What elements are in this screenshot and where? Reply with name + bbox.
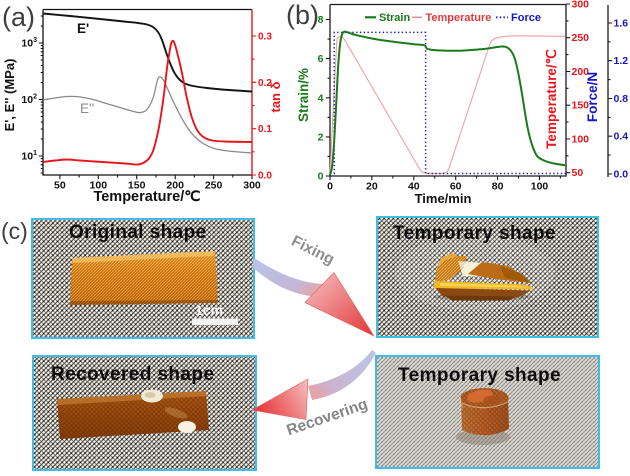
svg-text:50: 50 <box>572 167 584 179</box>
svg-text:300: 300 <box>243 180 261 192</box>
svg-text:80: 80 <box>492 181 504 193</box>
svg-text:0: 0 <box>318 171 324 183</box>
svg-text:60: 60 <box>450 181 462 193</box>
svg-text:6: 6 <box>318 53 324 65</box>
svg-text:Temperature/℃: Temperature/℃ <box>544 48 559 149</box>
svg-text:Temperature/℃: Temperature/℃ <box>93 189 201 205</box>
svg-text:20: 20 <box>366 181 378 193</box>
svg-text:0.2: 0.2 <box>258 78 272 89</box>
svg-text:40: 40 <box>408 181 420 193</box>
svg-text:E', E'' (MPa): E', E'' (MPa) <box>2 59 17 132</box>
svg-text:250: 250 <box>205 180 223 192</box>
svg-text:E'': E'' <box>80 101 94 116</box>
svg-text:Strain/%: Strain/% <box>296 68 311 122</box>
svg-text:100: 100 <box>531 181 549 193</box>
svg-text:Time/min: Time/min <box>415 191 472 206</box>
svg-text:Strain: Strain <box>379 12 410 24</box>
svg-text:0.8: 0.8 <box>614 93 629 105</box>
svg-text:100: 100 <box>572 134 590 146</box>
svg-text:0: 0 <box>327 181 333 193</box>
svg-text:50: 50 <box>54 180 66 192</box>
svg-text:0.0: 0.0 <box>258 171 272 182</box>
svg-text:250: 250 <box>572 32 590 44</box>
svg-text:100: 100 <box>90 180 108 192</box>
svg-text:Force: Force <box>511 12 541 24</box>
svg-text:200: 200 <box>572 66 590 78</box>
svg-text:0.4: 0.4 <box>614 131 629 143</box>
svg-text:0.0: 0.0 <box>614 169 629 181</box>
svg-text:1.6: 1.6 <box>614 18 629 30</box>
svg-text:Temperature: Temperature <box>426 12 492 24</box>
svg-text:0.3: 0.3 <box>258 32 272 43</box>
svg-text:1cm: 1cm <box>195 302 223 318</box>
svg-text:tan δ: tan δ <box>268 81 283 112</box>
svg-text:150: 150 <box>572 100 590 112</box>
svg-text:0.1: 0.1 <box>258 124 272 135</box>
svg-text:2: 2 <box>318 131 324 143</box>
svg-text:4: 4 <box>318 92 324 104</box>
svg-text:E': E' <box>77 21 89 36</box>
svg-text:300: 300 <box>572 0 590 11</box>
svg-text:1.2: 1.2 <box>614 55 629 67</box>
svg-text:150: 150 <box>128 180 146 192</box>
svg-text:8: 8 <box>318 14 324 26</box>
svg-text:Force/N: Force/N <box>585 72 600 122</box>
svg-text:Fixing: Fixing <box>289 233 337 269</box>
svg-text:200: 200 <box>166 180 184 192</box>
